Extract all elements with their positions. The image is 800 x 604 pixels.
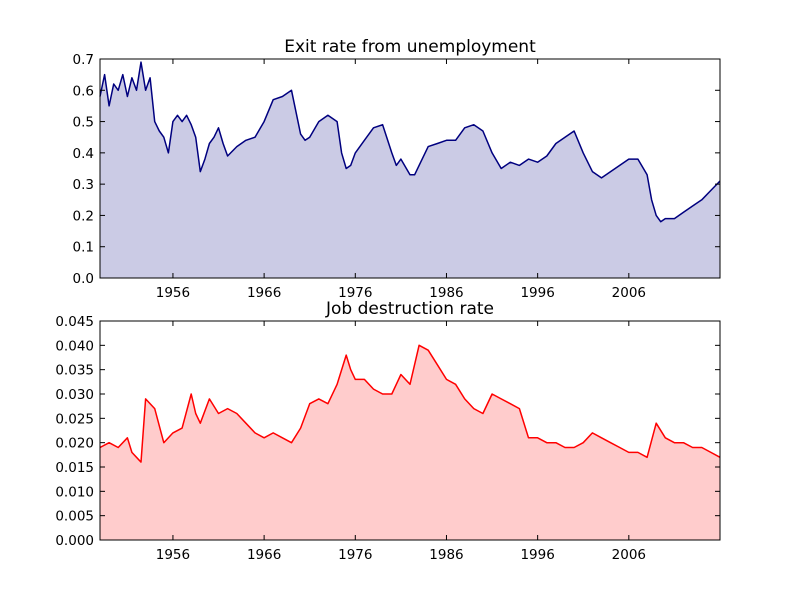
x-tick-label: 2006 — [612, 285, 646, 301]
y-tick-label: 0.040 — [55, 338, 94, 354]
y-tick-label: 0.5 — [73, 115, 94, 131]
y-tick-label: 0.035 — [55, 363, 94, 379]
y-tick-label: 0.2 — [73, 208, 94, 224]
x-tick-label: 1966 — [247, 547, 281, 563]
series-line — [99, 344, 721, 463]
x-tick-label: 1986 — [429, 547, 463, 563]
x-axis: 1956 1966 1976 1986 1996 2006 — [156, 59, 646, 301]
chart-job-destruction-rate: 1956 1966 1976 1986 1996 2006 0.000 0.005 0.010… — [55, 299, 721, 563]
y-tick-label: 0.010 — [55, 484, 94, 500]
y-tick-label: 0.3 — [73, 177, 94, 193]
x-tick-label: 1996 — [520, 547, 554, 563]
y-tick-label: 0.005 — [55, 509, 94, 525]
y-tick-label: 0.020 — [55, 436, 94, 452]
y-tick-label: 0.015 — [55, 460, 94, 476]
x-tick-label: 1996 — [520, 285, 554, 301]
y-tick-label: 0.025 — [55, 411, 94, 427]
x-tick-label: 1976 — [338, 547, 372, 563]
chart-exit-rate: Exit rate from unemployment 1956 1966 1976… — [73, 37, 721, 301]
y-tick-label: 0.0 — [73, 271, 94, 287]
axes-frame — [99, 320, 721, 541]
x-tick-label: 2006 — [612, 547, 646, 563]
series-area-fill — [100, 345, 720, 540]
y-tick-label: 0.000 — [55, 533, 94, 549]
chart-title: Exit rate from unemployment — [284, 37, 536, 57]
axes-frame — [99, 58, 721, 279]
x-tick-label: 1986 — [429, 285, 463, 301]
y-axis: 0.000 0.005 0.010 0.015 0.020 0.025 0.030 0.035… — [55, 314, 720, 549]
y-tick-label: 0.4 — [73, 146, 94, 162]
x-tick-label: 1966 — [247, 285, 281, 301]
series-line — [99, 61, 721, 223]
x-tick-label: 1956 — [156, 547, 190, 563]
series-area-fill — [100, 62, 720, 278]
x-tick-label: 1956 — [156, 285, 190, 301]
y-tick-label: 0.1 — [73, 240, 94, 256]
y-tick-label: 0.045 — [55, 314, 94, 330]
x-axis: 1956 1966 1976 1986 1996 2006 — [156, 321, 646, 563]
y-tick-label: 0.6 — [73, 83, 94, 99]
y-tick-label: 0.030 — [55, 387, 94, 403]
x-tick-label: 1976 — [338, 285, 372, 301]
y-tick-label: 0.7 — [73, 52, 94, 68]
y-axis: 0.0 0.1 0.2 0.3 0.4 0.5 0.6 0.7 — [73, 52, 720, 287]
chart-title: Job destruction rate — [325, 299, 494, 319]
